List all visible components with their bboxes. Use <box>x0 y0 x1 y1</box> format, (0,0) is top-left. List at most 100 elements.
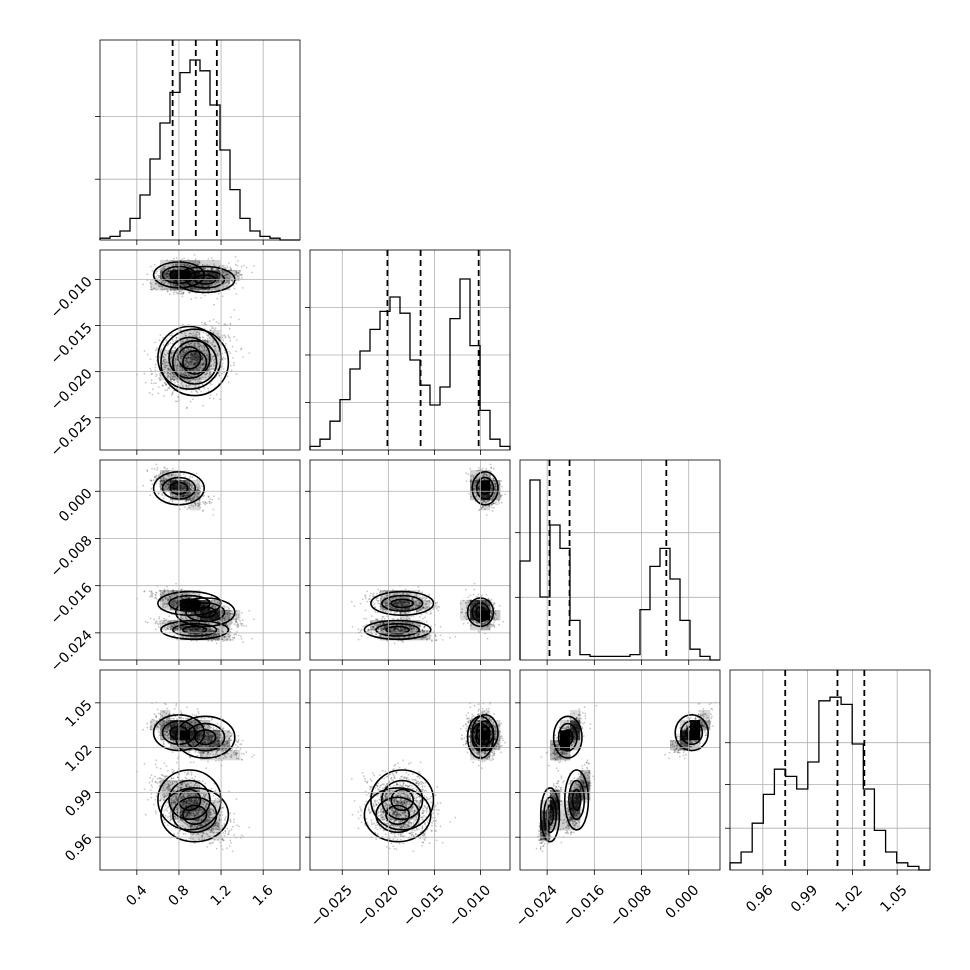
sample-point <box>158 473 161 476</box>
sample-point <box>192 378 195 381</box>
sample-point <box>159 379 162 382</box>
sample-point <box>182 373 184 376</box>
density-cell <box>560 730 571 741</box>
sample-point <box>208 500 211 503</box>
sample-point <box>172 268 175 270</box>
sample-point <box>201 347 204 350</box>
density-cell <box>390 630 401 641</box>
density-cell <box>190 380 201 391</box>
sample-point <box>211 367 214 370</box>
density-cell <box>160 360 171 371</box>
sample-point <box>212 318 215 321</box>
sample-point <box>253 265 255 267</box>
density-cell <box>220 740 231 751</box>
sample-point <box>182 276 184 278</box>
sample-point <box>189 265 192 267</box>
density-cell <box>180 330 191 341</box>
sample-point <box>173 257 175 260</box>
density-cell <box>180 740 191 751</box>
sample-point <box>150 487 153 490</box>
sample-point <box>168 367 170 370</box>
sample-point <box>222 285 225 288</box>
sample-point <box>179 329 182 331</box>
sample-point <box>171 601 174 603</box>
density-cell <box>210 820 221 831</box>
density-cell <box>200 260 211 271</box>
sample-point <box>226 265 228 267</box>
sample-point <box>188 504 191 507</box>
sample-point <box>153 263 156 266</box>
sample-point <box>184 332 186 335</box>
sample-point <box>157 386 160 388</box>
sample-point <box>195 472 198 475</box>
sample-point <box>237 616 240 619</box>
sample-point <box>164 389 167 391</box>
density-cell <box>390 620 401 631</box>
sample-point <box>240 612 243 614</box>
sample-point <box>182 636 184 638</box>
density-cell <box>470 720 481 731</box>
sample-point <box>201 356 204 359</box>
sample-point <box>158 617 161 620</box>
density-cell <box>200 350 211 361</box>
sample-point <box>155 272 158 274</box>
density-cell <box>210 830 221 841</box>
sample-point <box>168 293 171 296</box>
sample-point <box>198 356 200 358</box>
sample-point <box>204 267 207 270</box>
density-cell <box>160 350 171 361</box>
sample-point <box>204 376 207 379</box>
sample-point <box>165 618 168 621</box>
density-cell <box>560 810 571 821</box>
sample-point <box>143 372 146 375</box>
sample-point <box>227 381 230 383</box>
sample-point <box>224 335 227 338</box>
sample-point <box>149 617 152 620</box>
sample-point <box>230 610 232 612</box>
sample-point <box>183 374 186 376</box>
sample-point <box>235 614 237 617</box>
sample-point <box>183 274 186 277</box>
density-cell <box>200 730 211 741</box>
sample-point <box>198 348 201 350</box>
sample-point <box>240 265 243 268</box>
sample-point <box>168 270 171 273</box>
sample-point <box>215 321 218 323</box>
sample-point <box>180 616 183 619</box>
sample-point <box>173 389 175 392</box>
sample-point <box>221 627 224 629</box>
density-cell <box>570 790 581 801</box>
sample-point <box>168 626 171 628</box>
density-cell <box>160 370 171 381</box>
sample-point <box>229 630 232 633</box>
sample-point <box>212 259 215 262</box>
sample-point <box>240 637 243 640</box>
sample-point <box>173 373 175 376</box>
sample-point <box>163 617 166 620</box>
sample-point <box>179 357 181 360</box>
sample-point <box>240 635 242 638</box>
density-cell <box>410 620 421 631</box>
sample-point <box>175 291 178 294</box>
sample-point <box>219 398 221 401</box>
density-cell <box>160 710 171 721</box>
density-cell <box>210 600 221 611</box>
sample-point <box>157 492 160 495</box>
sample-point <box>212 397 215 400</box>
sample-point <box>186 493 189 495</box>
density-cell <box>210 270 221 281</box>
density-cell <box>700 710 711 721</box>
density-cell <box>200 830 211 841</box>
density-cell <box>200 610 211 621</box>
density-cell <box>570 730 581 741</box>
sample-point <box>179 474 182 476</box>
sample-point <box>158 339 161 341</box>
sample-point <box>206 354 208 356</box>
sample-point <box>201 321 203 324</box>
sample-point <box>191 476 194 479</box>
sample-point <box>191 288 194 291</box>
sample-point <box>206 285 209 288</box>
sample-point <box>190 282 193 285</box>
sample-point <box>185 361 188 363</box>
sample-point <box>188 486 191 488</box>
